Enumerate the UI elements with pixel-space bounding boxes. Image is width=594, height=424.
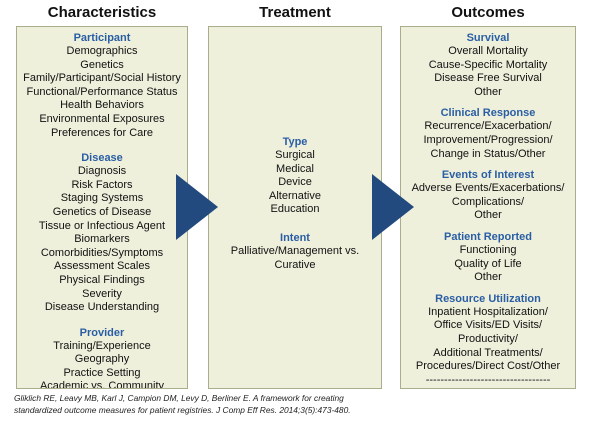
group-item: Geography	[74, 353, 130, 366]
group-item: Quality of Life	[454, 257, 522, 270]
right-arrow-icon	[372, 174, 414, 240]
group-item: Physical Findings	[59, 273, 145, 286]
group-item: Office Visits/ED Visits/	[433, 319, 543, 332]
group-item: Change in Status/Other	[430, 147, 546, 160]
group-item: ----------------------------------	[425, 373, 551, 386]
characteristics-group: Participant Demographics Genetics Family/Pa…	[17, 31, 187, 140]
group-item: Functioning	[459, 243, 517, 256]
group-heading: Survival	[466, 32, 510, 44]
right-arrow-icon	[176, 174, 218, 240]
group-item: Adverse Events/Exacerbations/	[411, 182, 565, 195]
group-item: Improvement/Progression/	[423, 133, 553, 146]
citation-line: Gliklich RE, Leavy MB, Karl J, Campion D…	[14, 393, 344, 403]
group-heading: Intent	[280, 231, 310, 244]
treatment-group: Intent Palliative/Management vs. Curative	[209, 231, 381, 272]
citation: Gliklich RE, Leavy MB, Karl J, Campion D…	[14, 392, 394, 416]
group-item: Training/Experience	[53, 339, 151, 352]
group-item: Disease Understanding	[44, 301, 160, 314]
group-heading: Clinical Response	[440, 107, 536, 120]
group-heading: Patient Reported	[443, 230, 532, 243]
group-item: Alternative	[269, 189, 321, 202]
group-item: Comorbidities/Symptoms	[40, 246, 164, 259]
outcomes-group: Survival Overall Mortality Cause-Specific …	[401, 31, 575, 99]
group-item: Risk Factors	[71, 178, 133, 191]
characteristics-panel: Participant Demographics Genetics Family/Pa…	[16, 26, 188, 389]
treatment-title: Treatment	[259, 4, 331, 21]
characteristics-group: Provider Training/Experience Geography Prac…	[17, 326, 187, 389]
outcomes-group: Events of Interest Adverse Events/Exacerb…	[401, 168, 575, 223]
group-item: Overall Mortality	[448, 45, 528, 57]
group-item: Impact on Non-Participant	[424, 387, 551, 388]
group-heading: Events of Interest	[441, 169, 535, 182]
group-item: Practice Setting	[63, 366, 141, 379]
group-item: Genetics	[80, 58, 124, 71]
group-item: Environmental Exposures	[39, 112, 165, 125]
group-item: Disease Free Survival	[434, 72, 542, 85]
treatment-panel: Type Surgical Medical Device Alternative Educ…	[208, 26, 382, 389]
group-item: Diagnosis	[77, 165, 127, 178]
group-item: Complications/	[451, 195, 525, 208]
group-heading: Type	[282, 136, 308, 148]
group-item: Other	[474, 209, 502, 222]
group-item: Surgical	[275, 149, 315, 161]
group-item: Other	[474, 85, 502, 98]
group-item: Functional/Performance Status	[26, 85, 178, 98]
group-item: Productivity/	[458, 332, 518, 345]
group-item: Assessment Scales	[54, 260, 150, 273]
group-item: Biomarkers	[74, 233, 130, 246]
group-item: Other	[474, 271, 502, 284]
group-heading: Participant	[73, 32, 131, 44]
group-item: Cause-Specific Mortality	[428, 58, 548, 71]
group-heading: Resource Utilization	[435, 292, 541, 305]
group-item: Academic vs. Community	[39, 380, 165, 389]
outcomes-panel: Survival Overall Mortality Cause-Specific …	[400, 26, 576, 389]
group-item: Medical	[276, 162, 314, 175]
outcomes-group: Clinical Response Recurrence/Exacerbation…	[401, 106, 575, 161]
outcomes-group: Resource Utilization Inpatient Hospitaliz…	[401, 292, 575, 388]
group-item: Genetics of Disease	[52, 205, 152, 218]
citation-line: standardized outcome measures for patien…	[14, 405, 351, 415]
group-item: Demographics	[66, 45, 138, 57]
group-item: Curative	[274, 258, 316, 271]
group-item: Severity	[82, 287, 122, 300]
group-item: Family/Participant/Social History	[23, 72, 181, 85]
group-item: Health Behaviors	[60, 99, 144, 112]
group-item: Additional Treatments/	[433, 346, 543, 359]
treatment-group: Type Surgical Medical Device Alternative Educ…	[209, 135, 381, 217]
group-item: Tissue or Infectious Agent	[38, 219, 166, 232]
group-item: Preferences for Care	[50, 126, 154, 139]
characteristics-group: Disease Diagnosis Risk Factors Staging Syst…	[17, 151, 187, 315]
group-item: Recurrence/Exacerbation/	[424, 120, 552, 133]
group-item: Staging Systems	[60, 192, 144, 205]
group-item: Education	[270, 203, 320, 216]
group-item: Device	[278, 176, 312, 189]
group-heading: Provider	[79, 326, 125, 339]
group-item: Palliative/Management vs.	[230, 244, 360, 257]
characteristics-title: Characteristics	[47, 4, 157, 21]
group-item: Procedures/Direct Cost/Other	[415, 360, 561, 373]
outcomes-group: Patient Reported Functioning Quality of Li…	[401, 230, 575, 285]
group-heading: Disease	[81, 152, 123, 165]
outcomes-title: Outcomes	[451, 4, 525, 21]
group-item: Inpatient Hospitalization/	[428, 305, 548, 318]
